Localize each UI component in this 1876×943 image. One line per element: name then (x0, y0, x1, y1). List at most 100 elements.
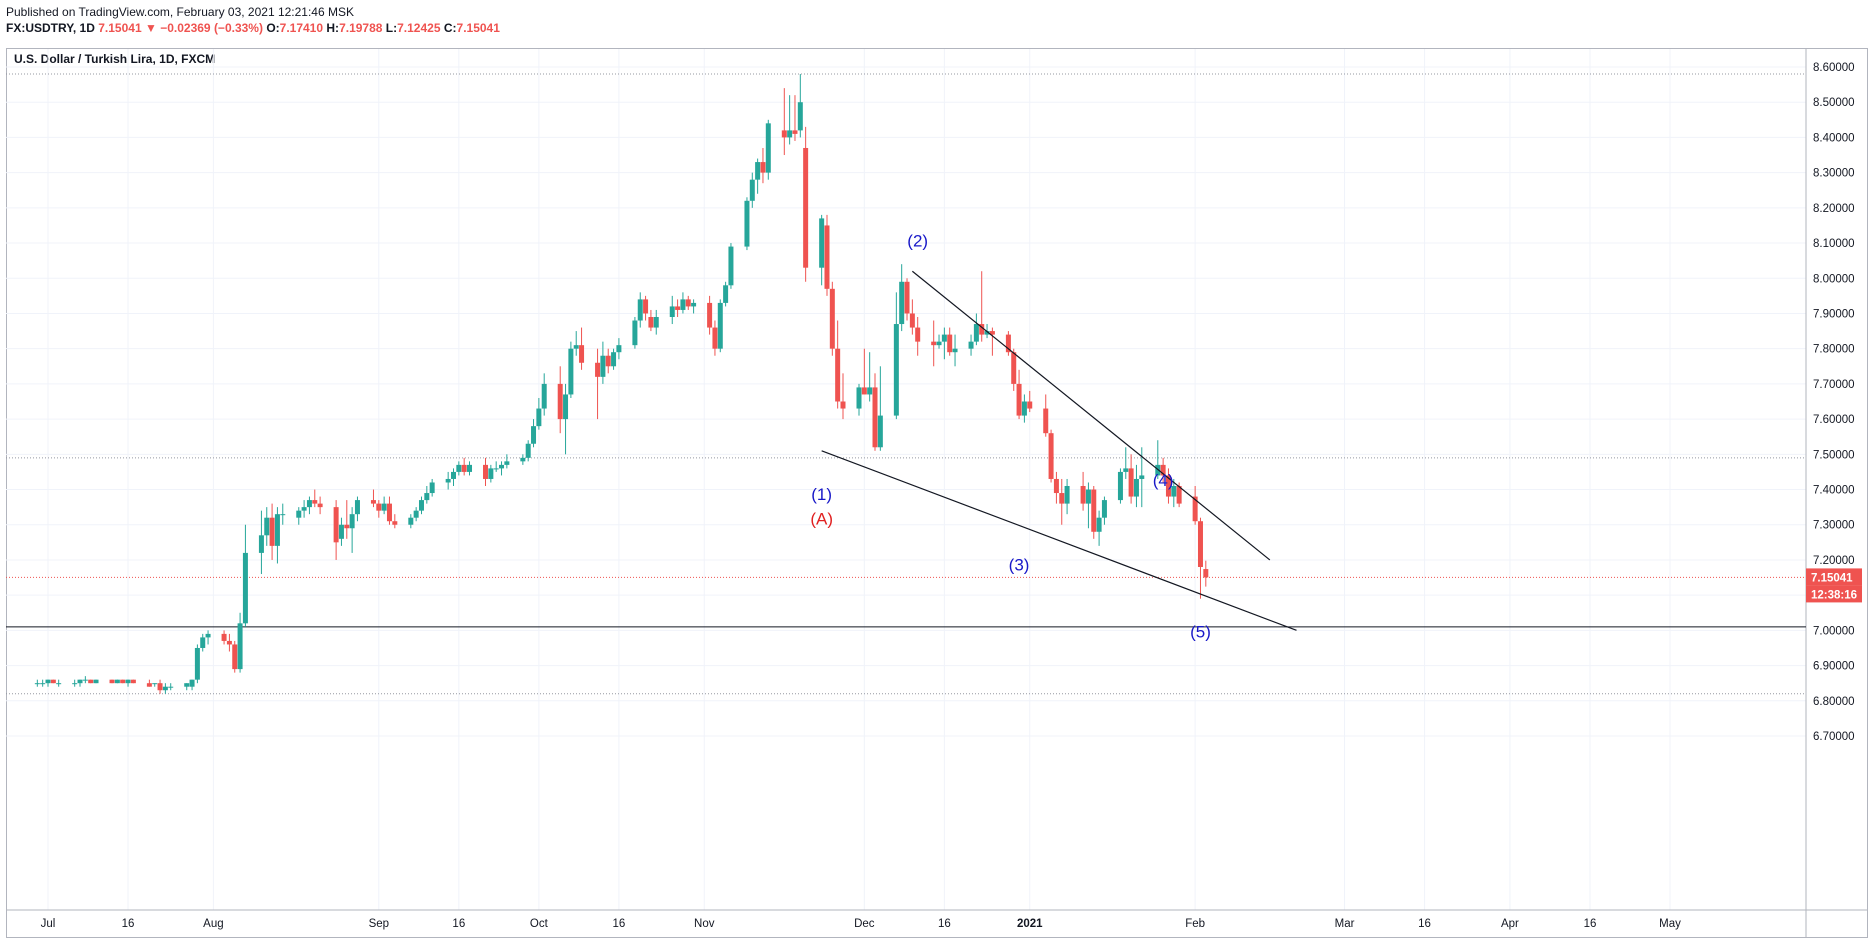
candle-body (824, 225, 830, 289)
x-tick-label: 2021 (1017, 918, 1043, 930)
candle-body (877, 415, 883, 448)
y-tick-label: 7.80000 (1813, 344, 1855, 356)
trend-line (911, 270, 1271, 561)
candle-body (792, 130, 798, 134)
y-tick-label: 8.60000 (1813, 62, 1855, 74)
candle-body (637, 299, 643, 321)
candle-body (445, 478, 451, 483)
candle-body (1123, 468, 1129, 472)
wave-label: (1) (811, 485, 832, 504)
candle-body (429, 482, 435, 494)
countdown-badge (1806, 585, 1862, 603)
y-tick-label: 8.10000 (1813, 238, 1855, 250)
candle-body (520, 457, 526, 462)
candle-body (653, 316, 659, 328)
candle-body (1128, 468, 1134, 497)
candle-body (1048, 433, 1054, 479)
candle-body (755, 162, 761, 180)
candle-body (680, 299, 686, 310)
candle-body (717, 302, 723, 349)
countdown-badge-text: 12:38:16 (1811, 589, 1857, 601)
candle-body (723, 285, 729, 303)
candle-body (493, 468, 499, 470)
y-tick-label: 7.70000 (1813, 379, 1855, 391)
candle-body (200, 637, 206, 648)
candle-body (867, 387, 873, 395)
candle-body (418, 500, 424, 511)
close-label: C: (443, 21, 457, 35)
quote-line: FX:USDTRY, 1D 7.15041 ▼ −0.02369 (−0.33%… (6, 20, 500, 36)
candle-body (984, 331, 990, 335)
candle-body (1133, 478, 1139, 497)
x-tick-label: Oct (530, 918, 549, 930)
candle-body (819, 218, 825, 268)
low-value: 7.12425 (397, 21, 441, 35)
x-tick-label: 16 (1584, 918, 1597, 930)
x-tick-label: Sep (369, 918, 389, 930)
candle-body (120, 679, 126, 684)
x-tick-label: 16 (122, 918, 135, 930)
candle-body (781, 130, 787, 138)
x-tick-label: Dec (854, 918, 875, 930)
candle-body (1043, 408, 1049, 434)
candle-body (872, 387, 878, 448)
candle-body (1160, 464, 1166, 476)
candle-body (835, 348, 841, 402)
candle-body (232, 644, 238, 670)
chart-title: U.S. Dollar / Turkish Lira, 1D, FXCM (14, 52, 216, 66)
candle-body (899, 281, 905, 325)
candle-body (632, 320, 638, 346)
candle-body (317, 503, 323, 508)
candle-body (931, 341, 937, 346)
candle-body (1139, 475, 1145, 479)
last-price: 7.15041 (98, 21, 142, 35)
candle-body (280, 514, 286, 516)
candle-body (536, 408, 542, 427)
candle-body (333, 507, 339, 543)
candle-body (88, 679, 94, 684)
y-tick-label: 6.80000 (1813, 696, 1855, 708)
candle-body (274, 514, 280, 546)
candle-body (50, 679, 56, 684)
y-tick-label: 7.30000 (1813, 520, 1855, 532)
candle-body (952, 348, 958, 353)
last-price-badge-text: 7.15041 (1811, 572, 1853, 584)
x-tick-label: 16 (938, 918, 951, 930)
candle-body (1059, 493, 1065, 504)
candle-body (541, 383, 547, 409)
triangle-down-icon: ▼ (144, 21, 157, 35)
candle-body (531, 426, 537, 444)
candle-body (82, 679, 88, 681)
candle-body (1091, 489, 1097, 532)
candle-body (1165, 475, 1171, 497)
candle-body (605, 355, 611, 367)
high-value: 7.19788 (339, 21, 383, 35)
wave-label: (3) (1009, 556, 1030, 575)
candle-body (237, 623, 243, 670)
candle-body (184, 683, 190, 687)
candle-body (595, 362, 601, 377)
candle-body (1101, 500, 1107, 518)
candle-body (675, 306, 681, 310)
published-header: Published on TradingView.com, February 0… (6, 5, 354, 19)
candle-body (488, 468, 494, 479)
candle-body (408, 517, 414, 525)
x-tick-label: 16 (1418, 918, 1431, 930)
candle-body (194, 647, 200, 680)
candle-body (386, 503, 392, 522)
candle-body (973, 324, 979, 342)
candle-body (611, 352, 617, 367)
candle-body (941, 334, 947, 342)
candle-body (392, 521, 398, 525)
candle-body (669, 306, 675, 317)
y-tick-label: 8.50000 (1813, 97, 1855, 109)
candle-body (296, 510, 302, 518)
candle-body (189, 679, 195, 687)
candle-body (1011, 352, 1017, 384)
candle-body (557, 383, 563, 420)
candle-body (301, 507, 307, 511)
y-tick-label: 7.20000 (1813, 555, 1855, 567)
candle-body (1016, 383, 1022, 416)
candle-body (269, 517, 275, 546)
